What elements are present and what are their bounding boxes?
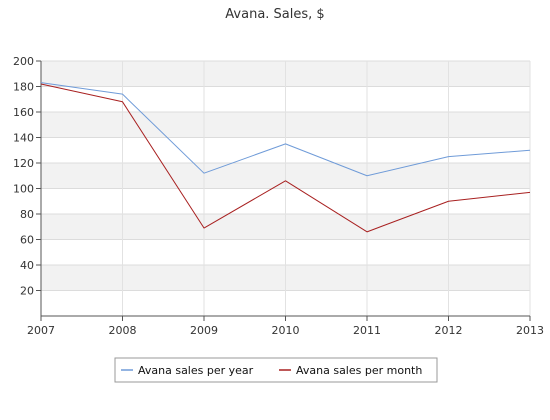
x-tick-label: 2013: [516, 324, 544, 337]
x-tick-label: 2010: [272, 324, 300, 337]
legend-box: [114, 357, 438, 383]
x-tick-label: 2008: [109, 324, 137, 337]
legend-label-sales-per-year: Avana sales per year: [138, 364, 254, 377]
y-tick-label: 80: [20, 208, 34, 221]
y-tick-label: 160: [13, 106, 34, 119]
legend: Avana sales per year Avana sales per mon…: [114, 357, 438, 383]
x-tick-label: 2011: [353, 324, 381, 337]
y-tick-label: 200: [13, 55, 34, 68]
y-tick-label: 120: [13, 157, 34, 170]
series-lines: [40, 82, 531, 233]
chart-title: Avana. Sales, $: [225, 7, 324, 22]
x-tick-label: 2012: [435, 324, 463, 337]
legend-label-sales-per-month: Avana sales per month: [296, 364, 422, 377]
grid-lines: [40, 60, 531, 316]
series-line-sales-per-year: [40, 82, 531, 177]
series-line-sales-per-month: [40, 83, 531, 233]
y-tick-label: 60: [20, 234, 34, 247]
y-tick-label: 180: [13, 81, 34, 94]
y-axis-ticks: 20 40 60 80 100 120 140 160 180 200: [13, 55, 41, 298]
y-tick-label: 140: [13, 132, 34, 145]
y-tick-label: 40: [20, 259, 34, 272]
x-tick-label: 2009: [190, 324, 218, 337]
y-tick-label: 100: [13, 183, 34, 196]
y-tick-label: 20: [20, 285, 34, 298]
x-tick-label: 2007: [27, 324, 55, 337]
x-axis-ticks: 2007 2008 2009 2010 2011 2012 2013: [27, 316, 544, 337]
